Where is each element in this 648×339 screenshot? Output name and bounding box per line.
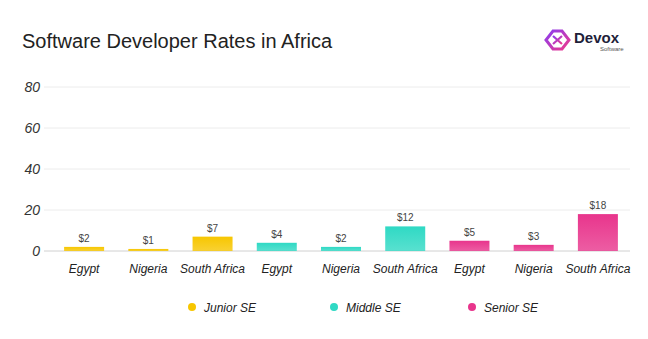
x-tick-label: South Africa bbox=[565, 262, 630, 276]
legend-label: Middle SE bbox=[346, 301, 402, 315]
legend: Junior SE Middle SE Senior SE bbox=[188, 301, 539, 315]
data-label: $12 bbox=[397, 212, 414, 223]
legend-marker bbox=[468, 303, 476, 311]
grid-line bbox=[44, 128, 630, 129]
logo-text: Devox bbox=[574, 29, 620, 46]
data-label: $4 bbox=[271, 229, 283, 240]
y-tick-label: 0 bbox=[32, 243, 40, 259]
data-labels: $2 $1 $7 $4 $2 $12 $5 $3 $18 bbox=[79, 200, 607, 246]
grid-line bbox=[44, 210, 630, 211]
x-tick-label: Egypt bbox=[261, 262, 292, 276]
legend-marker bbox=[188, 303, 196, 311]
legend-label: Senior SE bbox=[484, 301, 539, 315]
data-label: $2 bbox=[335, 233, 347, 244]
bar bbox=[449, 241, 489, 251]
y-tick-label: 60 bbox=[24, 120, 40, 136]
x-tick-label: Egypt bbox=[69, 262, 100, 276]
bar bbox=[128, 249, 168, 251]
data-label: $3 bbox=[528, 231, 540, 242]
x-tick-label: Nigeria bbox=[129, 262, 167, 276]
data-label: $1 bbox=[143, 235, 155, 246]
legend-label: Junior SE bbox=[203, 301, 257, 315]
chart: Software Developer Rates in AfricaDevoxS… bbox=[0, 0, 648, 339]
legend-marker bbox=[330, 303, 338, 311]
bars bbox=[64, 214, 618, 251]
logo: DevoxSoftware bbox=[546, 29, 624, 52]
data-label: $5 bbox=[464, 227, 476, 238]
title: Software Developer Rates in Africa bbox=[22, 30, 333, 52]
logo-icon bbox=[553, 36, 562, 44]
y-tick-label: 80 bbox=[24, 79, 40, 95]
bar bbox=[64, 247, 104, 251]
x-tick-label: Nigeria bbox=[322, 262, 360, 276]
bar bbox=[257, 243, 297, 251]
data-label: $18 bbox=[590, 200, 607, 211]
grid-line bbox=[44, 169, 630, 170]
y-tick-label: 40 bbox=[24, 161, 40, 177]
bar bbox=[578, 214, 618, 251]
logo-subtext: Software bbox=[600, 46, 624, 52]
data-label: $2 bbox=[79, 233, 91, 244]
bar bbox=[514, 245, 554, 251]
bar bbox=[193, 237, 233, 251]
y-axis: 0 20 40 60 80 bbox=[23, 79, 630, 259]
y-axis-line bbox=[44, 87, 45, 251]
x-tick-label: South Africa bbox=[373, 262, 438, 276]
y-tick-label: 20 bbox=[23, 202, 40, 218]
x-tick-label: Egypt bbox=[454, 262, 485, 276]
x-tick-label: South Africa bbox=[180, 262, 245, 276]
grid-line bbox=[44, 87, 630, 88]
x-axis: Egypt Nigeria South Africa Egypt Nigeria Sout… bbox=[69, 262, 631, 276]
bar bbox=[321, 247, 361, 251]
x-tick-label: Nigeria bbox=[515, 262, 553, 276]
logo-icon bbox=[546, 31, 569, 49]
data-label: $7 bbox=[207, 223, 219, 234]
bar bbox=[385, 226, 425, 251]
